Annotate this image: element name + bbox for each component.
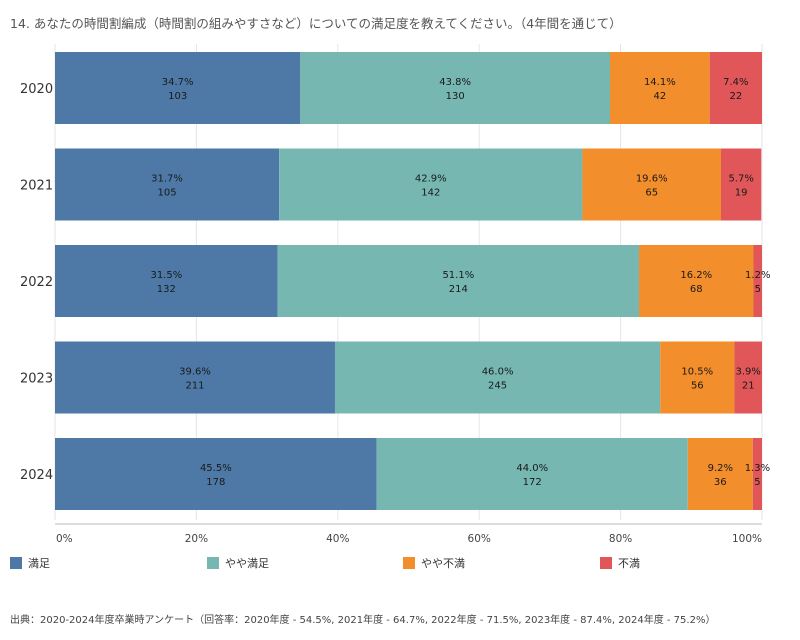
data-label-percent: 3.9% xyxy=(736,367,761,378)
bar-segment xyxy=(55,438,377,510)
data-label-count: 142 xyxy=(421,188,440,199)
legend-swatch-dissatisfied xyxy=(600,557,612,569)
legend-swatch-somewhat-dissatisfied xyxy=(403,557,415,569)
data-label-count: 42 xyxy=(653,91,666,102)
data-label-count: 21 xyxy=(742,381,755,392)
legend-item-satisfied[interactable]: 満足 xyxy=(10,555,50,571)
chart-title: 14. あなたの時間割編成（時間割の組みやすさなど）についての満足度を教えてくだ… xyxy=(10,16,622,31)
data-label-count: 105 xyxy=(158,188,177,199)
bar-segment xyxy=(376,438,688,510)
bar-segment xyxy=(752,438,762,510)
legend-label-somewhat-dissatisfied: やや不満 xyxy=(421,557,465,570)
category-label-2020: 2020 xyxy=(20,82,53,97)
bar-segment xyxy=(709,52,762,124)
bar-segment xyxy=(55,245,278,317)
data-label-count: 103 xyxy=(168,91,187,102)
x-tick-label: 100% xyxy=(732,533,762,545)
data-label-count: 5 xyxy=(755,284,761,295)
data-label-count: 5 xyxy=(754,477,760,488)
bar-segment xyxy=(300,52,610,124)
data-label-count: 22 xyxy=(729,91,742,102)
data-label-count: 36 xyxy=(714,477,727,488)
legend-swatch-somewhat-satisfied xyxy=(207,557,219,569)
data-label-percent: 31.7% xyxy=(151,174,183,185)
data-label-percent: 10.5% xyxy=(681,367,713,378)
bar-segment xyxy=(609,52,710,124)
x-tick-label: 80% xyxy=(609,533,632,545)
chart-legend: 満足 やや満足 やや不満 不満 xyxy=(0,555,800,571)
x-tick-label: 40% xyxy=(326,533,349,545)
category-label-2021: 2021 xyxy=(20,179,53,194)
data-label-percent: 44.0% xyxy=(516,463,548,474)
legend-swatch-satisfied xyxy=(10,557,22,569)
source-note: 出典：2020-2024年度卒業時アンケート（回答率：2020年度 - 54.5… xyxy=(10,615,716,626)
data-label-percent: 1.2% xyxy=(745,270,770,281)
category-label-2022: 2022 xyxy=(20,275,53,290)
data-label-percent: 16.2% xyxy=(680,270,712,281)
bar-segment xyxy=(334,341,661,414)
legend-item-somewhat-dissatisfied[interactable]: やや不満 xyxy=(403,555,465,571)
bar-segment xyxy=(277,245,639,317)
category-label-2023: 2023 xyxy=(20,372,53,387)
legend-label-satisfied: 満足 xyxy=(28,557,50,570)
data-label-count: 172 xyxy=(523,477,542,488)
data-label-percent: 19.6% xyxy=(636,174,668,185)
data-label-percent: 14.1% xyxy=(644,77,676,88)
bar-segment xyxy=(55,52,301,124)
data-label-count: 65 xyxy=(645,188,658,199)
data-label-count: 56 xyxy=(691,381,704,392)
data-label-count: 211 xyxy=(185,381,204,392)
legend-label-dissatisfied: 不満 xyxy=(618,557,640,570)
data-label-count: 178 xyxy=(206,477,225,488)
data-label-percent: 9.2% xyxy=(708,463,733,474)
data-label-count: 214 xyxy=(449,284,468,295)
data-label-percent: 42.9% xyxy=(415,174,447,185)
data-label-percent: 31.5% xyxy=(150,270,182,281)
bar-segment xyxy=(734,341,762,414)
bar-segment xyxy=(687,438,753,510)
data-label-percent: 39.6% xyxy=(179,367,211,378)
bar-segment xyxy=(720,148,762,221)
x-tick-label: 20% xyxy=(185,533,208,545)
data-label-percent: 1.3% xyxy=(745,463,770,474)
data-label-count: 68 xyxy=(690,284,703,295)
data-label-percent: 34.7% xyxy=(162,77,194,88)
data-label-percent: 7.4% xyxy=(723,77,748,88)
bar-segment xyxy=(55,341,335,414)
bar-segment xyxy=(582,148,721,221)
stacked-bar-chart: 2020 34.7% 103 43.8% 130 14.1% 42 7.4% 22 2021 31.… xyxy=(20,44,770,545)
data-label-count: 19 xyxy=(735,188,748,199)
bar-segment xyxy=(660,341,735,414)
data-label-percent: 45.5% xyxy=(200,463,232,474)
x-tick-label: 60% xyxy=(468,533,491,545)
category-label-2024: 2024 xyxy=(20,468,53,483)
bar-segment xyxy=(638,245,754,317)
bar-segment xyxy=(55,148,280,221)
legend-item-dissatisfied[interactable]: 不満 xyxy=(600,555,640,571)
legend-item-somewhat-satisfied[interactable]: やや満足 xyxy=(207,555,269,571)
x-tick-label: 0% xyxy=(56,533,73,545)
bar-segment xyxy=(753,245,762,317)
data-label-count: 245 xyxy=(488,381,507,392)
data-label-percent: 43.8% xyxy=(439,77,471,88)
data-label-percent: 51.1% xyxy=(442,270,474,281)
data-label-percent: 46.0% xyxy=(482,367,514,378)
data-label-count: 132 xyxy=(157,284,176,295)
data-label-percent: 5.7% xyxy=(728,174,753,185)
bar-segment xyxy=(279,148,583,221)
data-label-count: 130 xyxy=(446,91,465,102)
legend-label-somewhat-satisfied: やや満足 xyxy=(225,557,269,570)
